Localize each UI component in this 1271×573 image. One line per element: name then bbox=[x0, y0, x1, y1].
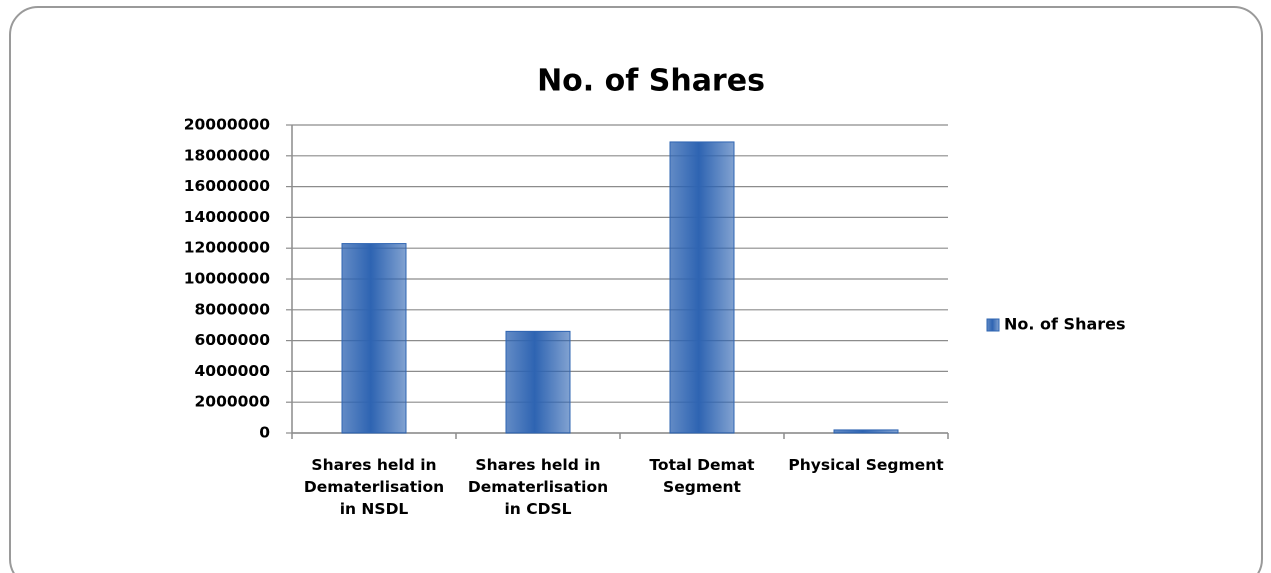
y-tick-label: 16000000 bbox=[184, 177, 270, 195]
x-tick-label: Shares held in Dematerlisation in NSDL bbox=[303, 456, 445, 518]
legend-swatch bbox=[986, 318, 1000, 332]
y-tick-label: 2000000 bbox=[195, 393, 271, 411]
y-tick-label: 10000000 bbox=[184, 270, 270, 288]
chart-title: No. of Shares bbox=[537, 64, 765, 99]
x-tick-label: Shares held in Dematerlisation in CDSL bbox=[467, 456, 609, 518]
y-tick-label: 0 bbox=[259, 424, 270, 442]
y-tick-label: 20000000 bbox=[184, 116, 270, 134]
bar bbox=[833, 429, 899, 434]
y-tick-label: 18000000 bbox=[184, 146, 270, 164]
y-tick-label: 12000000 bbox=[184, 239, 270, 257]
x-tick-label: Physical Segment bbox=[788, 456, 944, 474]
chart-frame bbox=[9, 6, 1263, 573]
x-tick-label: Total Demat Segment bbox=[649, 456, 755, 496]
y-tick-label: 6000000 bbox=[195, 331, 271, 349]
bar bbox=[505, 330, 571, 434]
bar bbox=[341, 243, 407, 434]
y-tick-label: 8000000 bbox=[195, 300, 271, 318]
legend-label: No. of Shares bbox=[1004, 315, 1126, 334]
bar bbox=[669, 141, 735, 434]
y-tick-label: 14000000 bbox=[184, 208, 270, 226]
y-tick-label: 4000000 bbox=[195, 362, 271, 380]
